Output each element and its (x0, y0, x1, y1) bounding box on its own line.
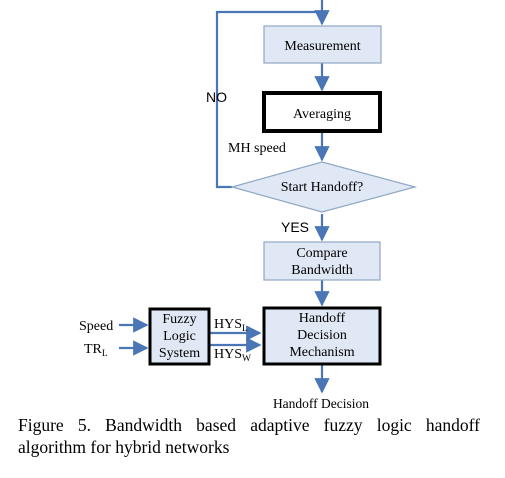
fuzzy-logic-system-box: Fuzzy Logic System (148, 307, 211, 366)
no-label: NO (206, 89, 227, 105)
handoff-label-line1: Handoff (299, 311, 346, 326)
hys-l-label: HYSL (214, 317, 248, 334)
connectors (119, 0, 330, 394)
compare-label-line1: Compare (296, 246, 347, 261)
loop-back-line (215, 10, 322, 189)
compare-bandwidth-box: Compare Bandwidth (263, 241, 381, 281)
measurement-label: Measurement (284, 39, 360, 54)
start-handoff-decision: Start Handoff? (229, 161, 418, 213)
handoff-decision-output-label: Handoff Decision (273, 396, 369, 411)
averaging-box: Averaging (262, 91, 382, 133)
measurement-box: Measurement (263, 25, 382, 64)
fuzzy-label-line3: System (159, 346, 200, 361)
speed-input-label: Speed (79, 319, 113, 334)
start-handoff-label: Start Handoff? (281, 180, 364, 195)
yes-label: YES (281, 219, 309, 235)
compare-label-line2: Bandwidth (291, 263, 352, 278)
figure-caption: Figure 5. Bandwidth based adaptive fuzzy… (18, 415, 480, 457)
averaging-label: Averaging (293, 107, 351, 122)
flowchart: Measurement Averaging NO MH speed Start … (79, 0, 418, 411)
mh-speed-label: MH speed (228, 141, 286, 156)
hys-w-label: HYSW (214, 347, 251, 364)
handoff-decision-mechanism-box: Handoff Decision Mechanism (262, 306, 382, 366)
fuzzy-label-line1: Fuzzy (162, 312, 196, 327)
fuzzy-label-line2: Logic (163, 329, 196, 344)
tr-input-label: TRL (84, 342, 108, 359)
handoff-label-line2: Decision (297, 328, 347, 343)
handoff-label-line3: Mechanism (289, 345, 354, 360)
